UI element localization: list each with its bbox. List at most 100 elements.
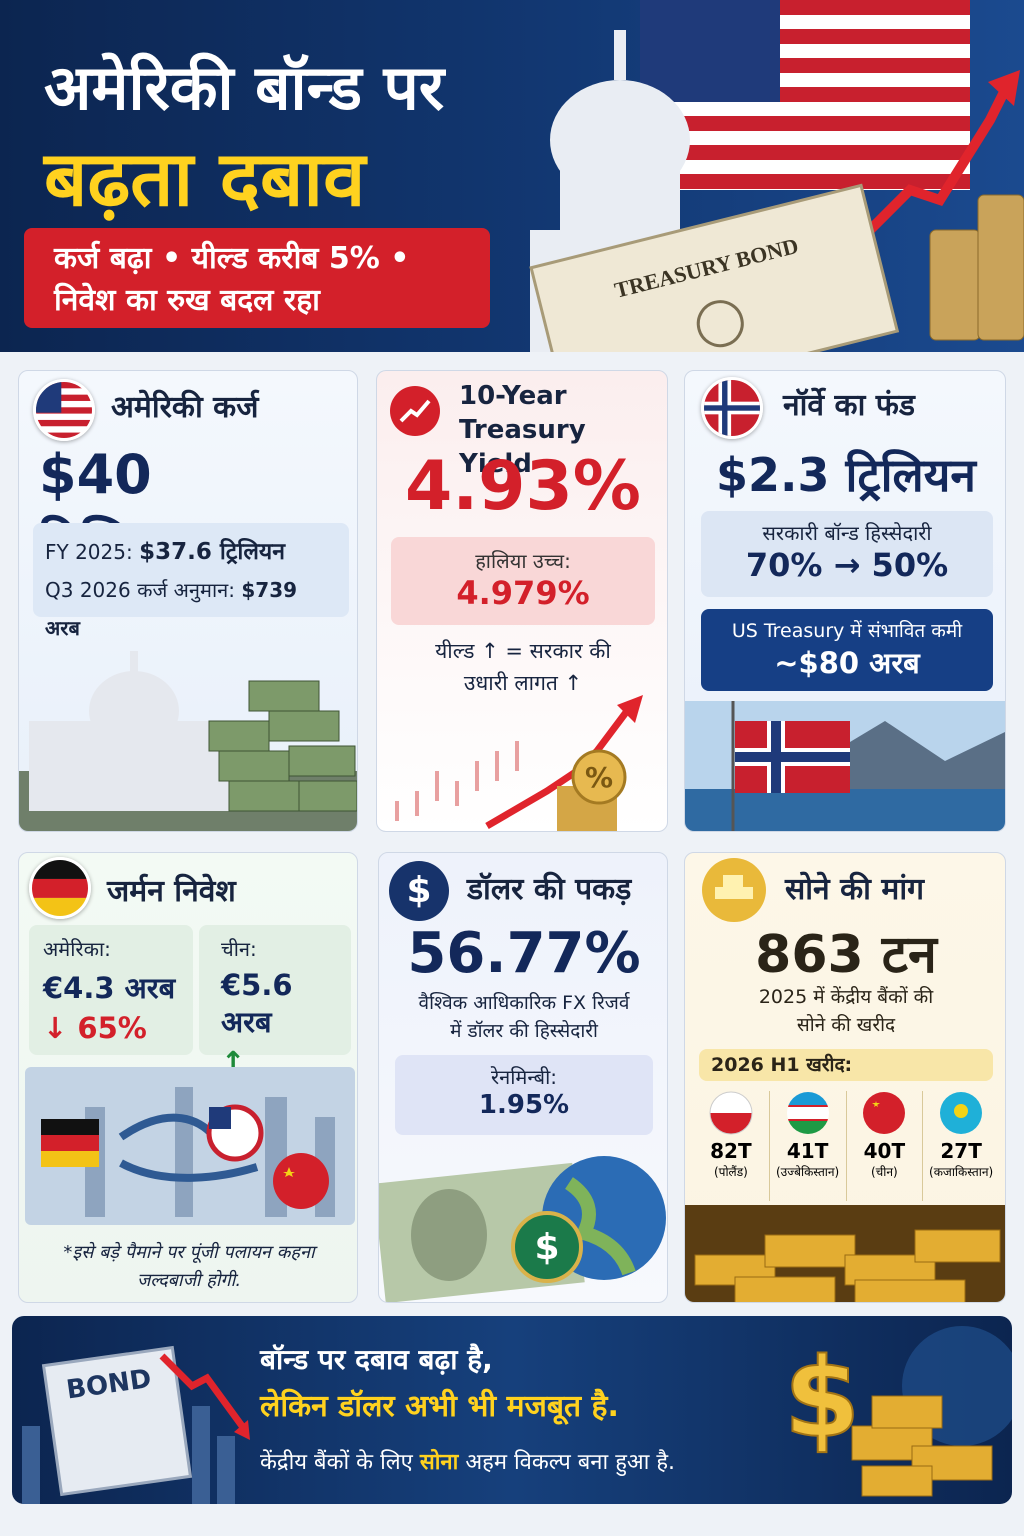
up-arrow [856, 87, 1010, 244]
card-title: अमेरिकी कर्ज [111, 390, 259, 425]
coin [571, 749, 627, 805]
country-name: (उज्बेकिस्तान) [775, 1165, 840, 1179]
coin-label: % [585, 761, 613, 794]
us-value: €4.3 अरब [43, 971, 176, 1005]
footer-line2: लेकिन डॉलर अभी भी मजबूत है. [260, 1389, 619, 1424]
card-title: सोने की मांग [785, 872, 924, 907]
yield-note: यील्ड ↑ = सरकार की उधारी लागत ↑ [377, 635, 667, 699]
note-line1: यील्ड ↑ = सरकार की [435, 639, 611, 663]
coins [929, 194, 1024, 341]
fjord-image [685, 701, 1005, 831]
yield-value: 4.93% [405, 447, 641, 526]
desc-line2: में डॉलर की हिस्सेदारी [450, 1020, 598, 1042]
desc-line1: 2025 में केंद्रीय बैंकों की [758, 986, 934, 1008]
fund-value: $2.3 ट्रिलियन [716, 448, 976, 502]
card-title: जर्मन निवेश [107, 874, 236, 909]
subtitle-line2: निवेश का रुख बदल रहा [54, 283, 320, 318]
dollar-desc: वैश्विक आधिकारिक FX रिजर्व में डॉलर की ह… [379, 989, 667, 1045]
kazakhstan-flag [940, 1092, 983, 1134]
rmb-share: रेनमिन्बी: 1.95% [395, 1055, 653, 1135]
header-illustration: TREASURY BOND [529, 0, 1024, 352]
cut-value: ~$80 अरब [774, 646, 920, 680]
detail-label: Q3 2026 कर्ज अनुमान: [45, 578, 235, 602]
recent-value: 4.979% [456, 574, 590, 612]
card-title: डॉलर की पकड़ [467, 872, 632, 907]
footer-line3: केंद्रीय बैंकों के लिए सोना अहम विकल्प ब… [260, 1446, 675, 1476]
us-flag-icon [33, 379, 95, 441]
detail-row: FY 2025: $37.6 ट्रिलियन [45, 533, 337, 571]
note-line2: जल्दबाजी होगी. [136, 1270, 242, 1291]
china-flag [863, 1092, 906, 1134]
us-change: ↓ 65% [43, 1011, 147, 1045]
note-line2: उधारी लागत ↑ [463, 671, 583, 695]
country: 41T (उज्बेकिस्तान) [768, 1091, 846, 1201]
china-label: चीन: [221, 937, 257, 961]
dollar-sign: $ [784, 1334, 861, 1462]
country-name: (चीन) [870, 1165, 898, 1179]
germany-card: जर्मन निवेश अमेरिका: €4.3 अरब ↓ 65% चीन:… [18, 852, 358, 1303]
yield-image: % [395, 695, 643, 831]
h1-label: 2026 H1 खरीद: [699, 1049, 993, 1081]
norway-card: नॉर्वे का फंड $2.3 ट्रिलियन सरकारी बॉन्ड… [684, 370, 1006, 832]
share-value: 70% → 50% [745, 546, 949, 584]
country-amount: 27T [940, 1139, 982, 1163]
title-line1: अमेरिकी बॉन्ड पर [44, 51, 445, 124]
gold-bars-image [685, 1205, 1005, 1302]
chart-icon [390, 386, 440, 436]
us-flag [640, 0, 970, 190]
desc-line1: वैश्विक आधिकारिक FX रिजर्व [418, 992, 630, 1014]
germany-flag-icon [29, 857, 91, 919]
country: 27T (कजाकिस्तान) [922, 1091, 999, 1201]
china-value: €5.6 अरब [221, 968, 293, 1039]
recent-high: हालिया उच्च: 4.979% [391, 537, 655, 625]
subtitle: कर्ज बढ़ा • यील्ड करीब 5% • निवेश का रुख… [24, 228, 490, 328]
country-name: (पोलैंड) [713, 1165, 748, 1179]
card-title: 10-Year Treasury Yield [459, 379, 667, 481]
dollar-card: $ डॉलर की पकड़ 56.77% वैश्विक आधिकारिक F… [378, 852, 668, 1303]
china-investment: चीन: €5.6 अरब ↑ ~33% [199, 925, 351, 1113]
detail-row: Q3 2026 कर्ज अनुमान: $739 अरब [45, 571, 337, 647]
title-line2: बढ़ता दबाव [44, 134, 366, 223]
title-line2: Treasury Yield [459, 415, 586, 479]
bond-decline-image: BOND [22, 1345, 250, 1504]
capitol-money-image [19, 651, 357, 831]
detail-value: $37.6 ट्रिलियन [139, 539, 286, 565]
title-line1: 10-Year [459, 381, 567, 411]
arrow-head [988, 70, 1020, 106]
gold-icon [702, 858, 766, 922]
header: TREASURY BOND अमेरिकी बॉन्ड पर बढ़ता दबा… [0, 0, 1024, 352]
line3-highlight: सोना [419, 1450, 459, 1475]
subtitle-line1: कर्ज बढ़ा • यील्ड करीब 5% • [54, 241, 410, 276]
country: 40T (चीन) [845, 1091, 923, 1201]
dollar-icon: $ [389, 861, 449, 921]
flow-image [25, 1067, 355, 1225]
poland-flag [709, 1091, 753, 1135]
line3-start: केंद्रीय बैंकों के लिए [260, 1450, 413, 1475]
line3-end: अहम विकल्प बना हुआ है. [465, 1450, 676, 1475]
country: 82T (पोलैंड) [693, 1091, 769, 1201]
share-label: सरकारी बॉन्ड हिस्सेदारी [762, 521, 932, 545]
desc-line2: सोने की खरीद [796, 1014, 896, 1036]
gold-desc: 2025 में केंद्रीय बैंकों की सोने की खरीद [685, 983, 1005, 1039]
gold-dollar-image: $ [783, 1326, 1012, 1497]
recent-label: हालिया उच्च: [475, 549, 571, 573]
detail-value: $739 अरब [45, 578, 298, 640]
gold-card: सोने की मांग 863 टन 2025 में केंद्रीय बै… [684, 852, 1006, 1303]
gold-value: 863 टन [755, 925, 937, 985]
dollar-share: 56.77% [407, 921, 641, 986]
country-amount: 41T [786, 1139, 829, 1163]
caution-note: *इसे बड़े पैमाने पर पूंजी पलायन कहना जल्… [19, 1239, 357, 1295]
treasury-cut: US Treasury में संभावित कमी ~$80 अरब [701, 609, 993, 691]
dollar-globe-image: $ [379, 1156, 666, 1302]
country-amount: 82T [710, 1139, 752, 1163]
debt-details: FY 2025: $37.6 ट्रिलियन Q3 2026 कर्ज अनु… [33, 523, 349, 640]
country-purchases: 82T (पोलैंड) 41T (उज्बेकिस्तान) 40T (चीन… [693, 1091, 999, 1201]
bond-paper: TREASURY BOND [529, 183, 900, 352]
note-line1: *इसे बड़े पैमाने पर पूंजी पलायन कहना [63, 1242, 315, 1263]
country-name: (कजाकिस्तान) [929, 1165, 994, 1179]
card-title: नॉर्वे का फंड [783, 388, 915, 423]
us-debt-card: अमेरिकी कर्ज $40 ट्रिलियन+ FY 2025: $37.… [18, 370, 358, 832]
yield-card: 10-Year Treasury Yield 4.93% हालिया उच्च… [376, 370, 668, 832]
norway-flag-icon [701, 377, 763, 439]
